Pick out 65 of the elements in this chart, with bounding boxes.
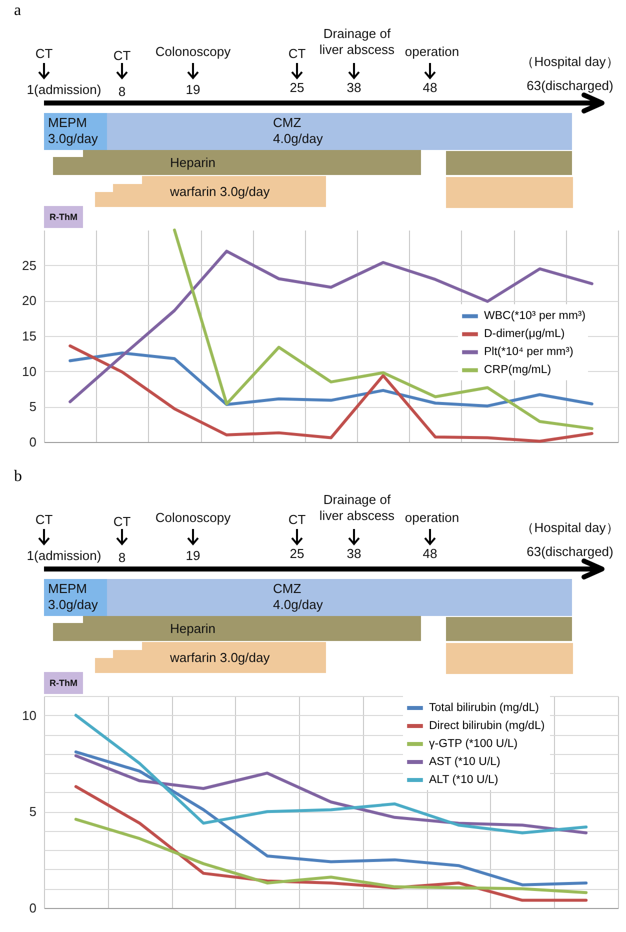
text: 8 [118,550,126,566]
legend-label: ALT (*10 U/L) [429,774,498,786]
y-tick-label: 5 [29,399,36,414]
y-tick-label: 10 [22,708,36,723]
text: Heparin [170,155,216,171]
text: CT [288,46,306,62]
text: Colonoscopy [155,510,231,526]
text: warfarin 3.0g/day [170,184,270,200]
text: 48 [422,80,438,96]
text: CMZ 4.0g/day [273,115,324,147]
text: （Hospital day） [521,54,619,70]
line-series [74,754,588,834]
line-series [172,228,594,430]
legend-label: AST (*10 U/L) [429,756,501,768]
text: 19 [186,548,200,564]
text: CT [35,46,53,62]
chart-title: b [14,468,22,486]
text: 1(admission) [26,82,102,98]
text: Drainage of liver abscess [318,26,396,58]
text: 63(discharged) [526,544,614,560]
line-series [74,818,588,894]
line-series [68,344,594,443]
y-tick-label: 20 [22,293,36,308]
text: 25 [290,546,304,562]
line-series [74,750,588,886]
legend-label: D-dimer(μg/mL) [484,328,565,340]
legend-label: Total bilirubin (mg/dL) [429,702,540,714]
text: 38 [346,546,362,562]
text: 63(discharged) [526,78,614,94]
chart-title: a [14,2,22,20]
legend-label: γ-GTP (*100 U/L) [429,738,518,750]
text: Drainage of liver abscess [318,492,396,524]
y-tick-label: 25 [22,258,36,273]
text: 1(admission) [26,548,102,564]
text: CMZ 4.0g/day [273,581,324,613]
line-series [68,250,594,404]
text: R-ThM [44,206,83,228]
legend-label: Plt(*10⁴ per mm³) [484,346,574,358]
text: 38 [346,80,362,96]
line-series [74,714,588,834]
text: Heparin [170,621,216,637]
y-tick-label: 5 [29,804,36,820]
text: warfarin 3.0g/day [170,650,270,666]
y-tick-label: 15 [22,328,36,344]
text: operation [404,44,460,60]
text: 8 [118,84,126,100]
text: CT [113,48,131,64]
text: （Hospital day） [521,520,619,536]
text: MEPM 3.0g/day [48,115,99,147]
text: Colonoscopy [155,44,231,60]
y-tick-label: 0 [29,434,36,450]
text: 25 [290,80,304,96]
text: 48 [422,546,438,562]
text: 19 [186,82,200,98]
text: CT [288,512,306,528]
legend-label: CRP(mg/mL) [484,364,552,376]
text: operation [404,510,460,526]
y-tick-label: 0 [29,900,36,916]
legend-label: WBC(*10³ per mm³) [484,310,586,322]
text: R-ThM [44,672,83,694]
y-tick-label: 10 [22,364,36,379]
legend-label: Direct bilirubin (mg/dL) [429,720,545,732]
text: CT [35,512,53,528]
text: MEPM 3.0g/day [48,581,99,613]
text: CT [113,514,131,530]
